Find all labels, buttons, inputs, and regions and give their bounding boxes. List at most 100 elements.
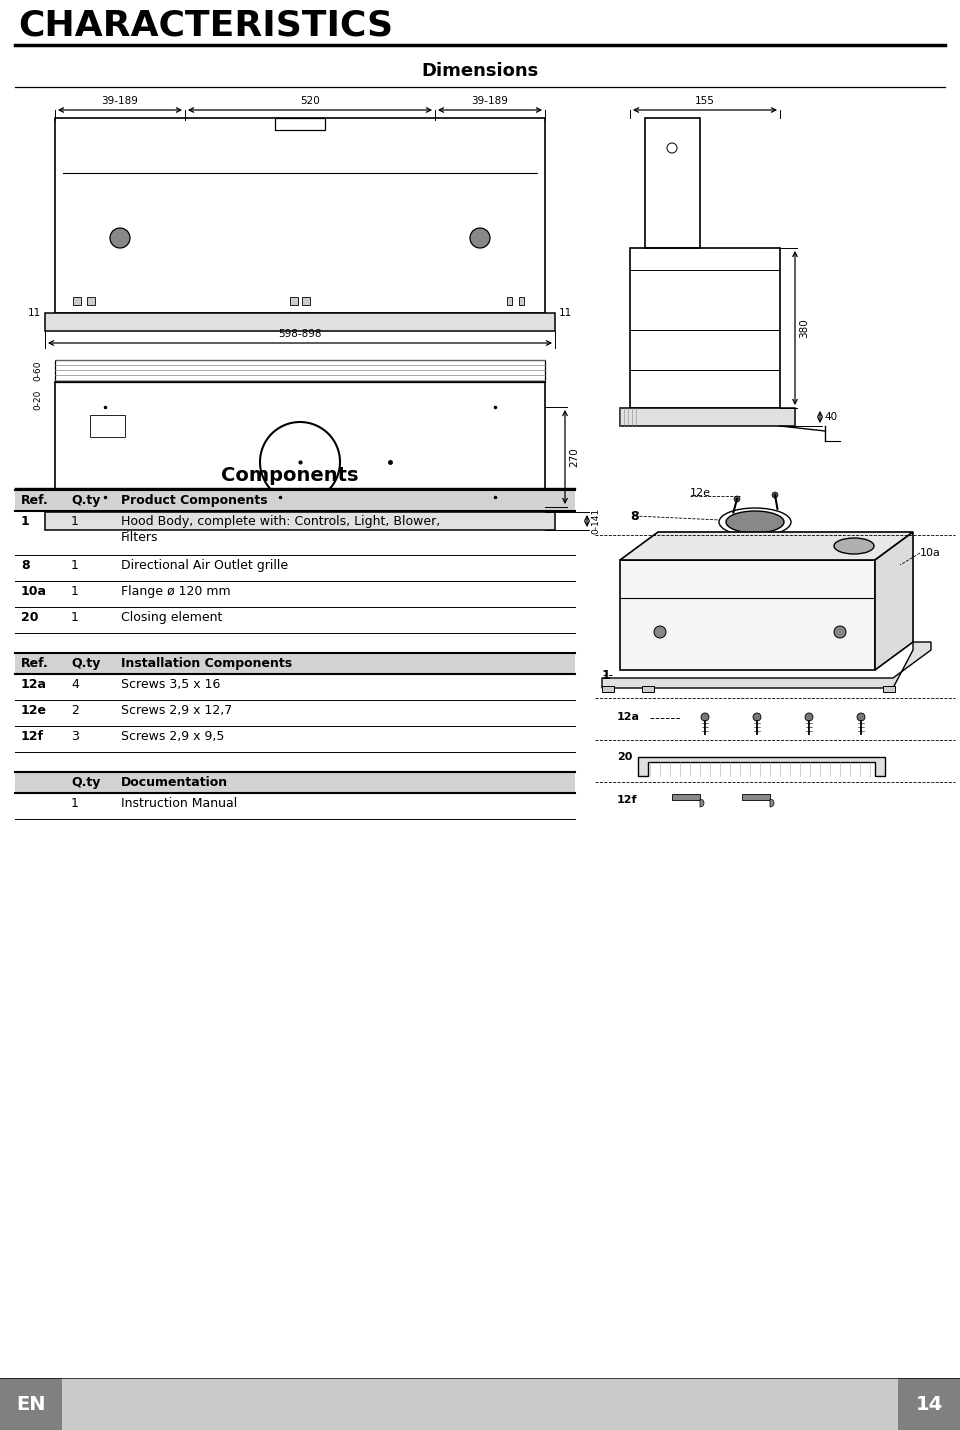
Ellipse shape <box>850 558 900 578</box>
Text: Documentation: Documentation <box>121 776 228 789</box>
Bar <box>87 297 95 305</box>
Bar <box>73 297 81 305</box>
Bar <box>883 686 895 692</box>
Text: 1: 1 <box>71 559 79 572</box>
Text: 14: 14 <box>916 1394 943 1413</box>
Text: 10a: 10a <box>21 585 47 598</box>
Bar <box>672 794 700 799</box>
Text: 1: 1 <box>71 611 79 623</box>
Circle shape <box>805 714 813 721</box>
Polygon shape <box>620 532 913 561</box>
Text: Hood Body, complete with: Controls, Light, Blower,: Hood Body, complete with: Controls, Ligh… <box>121 515 441 528</box>
Text: Q.ty: Q.ty <box>71 776 101 789</box>
Bar <box>620 408 795 426</box>
Text: 12f: 12f <box>617 795 637 805</box>
Text: Screws 3,5 x 16: Screws 3,5 x 16 <box>121 678 221 691</box>
Ellipse shape <box>834 538 874 553</box>
Text: 2: 2 <box>71 704 79 716</box>
Text: 520: 520 <box>300 96 320 106</box>
Bar <box>0 1379 62 1430</box>
Wedge shape <box>700 799 704 807</box>
Text: Ref.: Ref. <box>21 656 49 671</box>
Bar <box>898 1379 960 1430</box>
Text: 1: 1 <box>71 585 79 598</box>
Bar <box>45 313 555 330</box>
Polygon shape <box>638 756 885 776</box>
Text: 10a: 10a <box>920 548 941 558</box>
Text: 12a: 12a <box>617 712 640 722</box>
Text: 8: 8 <box>21 559 30 572</box>
Bar <box>602 686 614 692</box>
Bar <box>15 772 575 794</box>
Text: Directional Air Outlet grille: Directional Air Outlet grille <box>121 559 288 572</box>
Ellipse shape <box>860 562 890 573</box>
Circle shape <box>772 492 778 498</box>
Bar <box>642 686 654 692</box>
Text: Closing element: Closing element <box>121 611 223 623</box>
Bar <box>55 119 545 313</box>
Text: 12e: 12e <box>690 488 711 498</box>
Bar <box>0 1379 960 1430</box>
Circle shape <box>701 714 709 721</box>
Circle shape <box>857 714 865 721</box>
Text: Instruction Manual: Instruction Manual <box>121 797 237 809</box>
Text: Filters: Filters <box>121 531 158 543</box>
Text: Screws 2,9 x 12,7: Screws 2,9 x 12,7 <box>121 704 232 716</box>
Circle shape <box>734 496 740 502</box>
Text: Dimensions: Dimensions <box>421 61 539 80</box>
Bar <box>45 512 555 531</box>
Text: 0-141: 0-141 <box>591 508 600 533</box>
Bar <box>275 119 325 130</box>
Polygon shape <box>875 532 913 671</box>
Text: Q.ty: Q.ty <box>71 493 101 508</box>
Bar <box>620 561 875 671</box>
Text: 4: 4 <box>71 678 79 691</box>
Text: 12a: 12a <box>21 678 47 691</box>
Text: 1: 1 <box>71 515 79 528</box>
Circle shape <box>110 227 130 247</box>
Text: Product Components: Product Components <box>121 493 268 508</box>
Text: 11: 11 <box>559 307 572 317</box>
Text: 40: 40 <box>824 412 837 422</box>
Polygon shape <box>602 642 931 688</box>
Text: EN: EN <box>16 1394 46 1413</box>
Text: Screws 2,9 x 9,5: Screws 2,9 x 9,5 <box>121 729 225 744</box>
Text: 3: 3 <box>71 729 79 744</box>
Text: CHARACTERISTICS: CHARACTERISTICS <box>18 9 394 41</box>
Circle shape <box>654 626 666 638</box>
Text: 270: 270 <box>569 448 579 466</box>
Text: 20: 20 <box>617 752 633 762</box>
Text: 11: 11 <box>28 307 41 317</box>
Bar <box>55 382 545 512</box>
Text: 20: 20 <box>21 611 38 623</box>
Text: 1: 1 <box>71 797 79 809</box>
Text: 39-189: 39-189 <box>471 96 509 106</box>
Circle shape <box>834 626 846 638</box>
Text: Ref.: Ref. <box>21 493 49 508</box>
Text: 0-60: 0-60 <box>33 360 42 382</box>
Text: 1: 1 <box>21 515 30 528</box>
Text: 1: 1 <box>601 668 610 682</box>
Text: Q.ty: Q.ty <box>71 656 101 671</box>
Wedge shape <box>770 799 774 807</box>
Bar <box>15 490 575 511</box>
Bar <box>302 297 310 305</box>
Text: Flange ø 120 mm: Flange ø 120 mm <box>121 585 230 598</box>
Bar <box>645 119 700 247</box>
Text: 12f: 12f <box>21 729 44 744</box>
Bar <box>55 360 545 382</box>
Text: Components: Components <box>221 466 359 485</box>
Bar <box>90 415 125 438</box>
Ellipse shape <box>726 511 784 533</box>
Bar <box>742 794 770 799</box>
Text: 39-189: 39-189 <box>102 96 138 106</box>
Text: 598-898: 598-898 <box>278 329 322 339</box>
Circle shape <box>753 714 761 721</box>
Bar <box>519 297 524 305</box>
Text: 8: 8 <box>630 511 638 523</box>
Text: 155: 155 <box>695 96 715 106</box>
Text: 12e: 12e <box>21 704 47 716</box>
Text: 380: 380 <box>799 317 809 337</box>
Bar <box>507 297 512 305</box>
Text: 0-20: 0-20 <box>33 390 42 410</box>
